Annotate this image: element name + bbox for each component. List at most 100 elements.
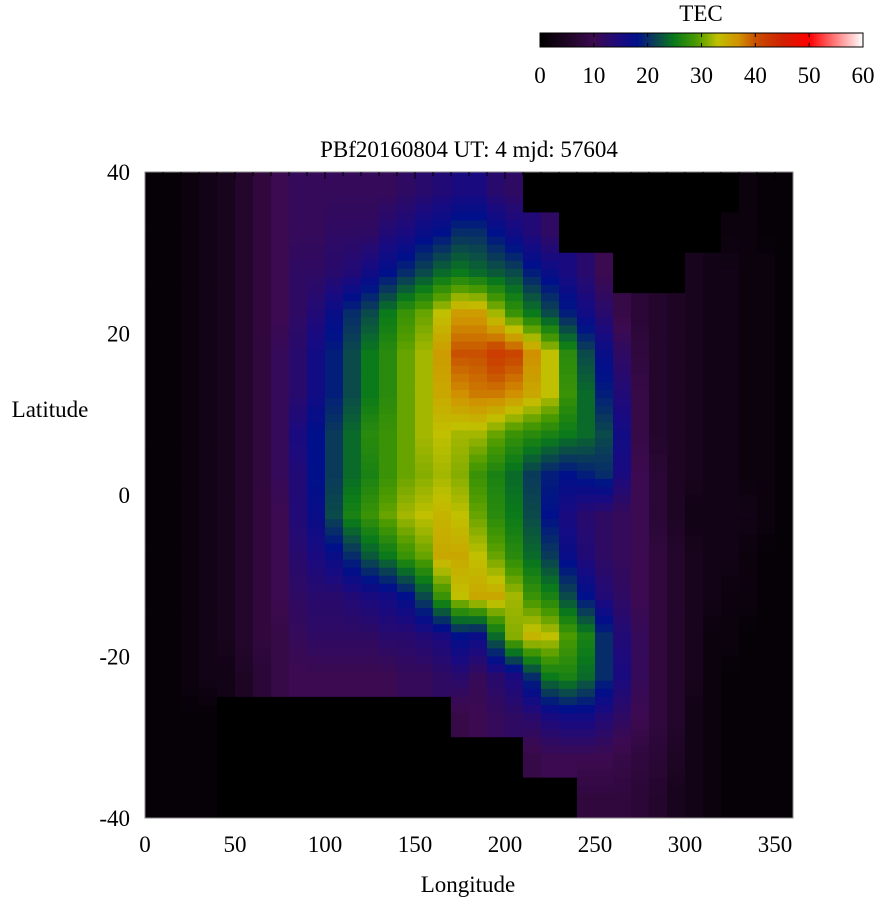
heatmap-cell [775, 761, 794, 770]
heatmap-cell [397, 228, 416, 238]
heatmap-cell [451, 753, 470, 762]
heatmap-cell [217, 333, 236, 342]
heatmap-cell [523, 285, 542, 294]
heatmap-cell [307, 737, 326, 746]
heatmap-cell [325, 503, 344, 512]
heatmap-cell [361, 559, 380, 569]
heatmap-cell [307, 390, 326, 399]
heatmap-cell [469, 430, 488, 439]
heatmap-cell [577, 414, 596, 423]
heatmap-cell [523, 608, 542, 617]
heatmap-cell [613, 543, 632, 552]
heatmap-cell [343, 325, 362, 334]
heatmap-cell [343, 761, 362, 770]
heatmap-cell [163, 325, 182, 334]
heatmap-cell [487, 446, 506, 456]
heatmap-cell [505, 470, 524, 480]
heatmap-cell [523, 446, 542, 456]
heatmap-cell [469, 672, 488, 682]
heatmap-cell [577, 478, 596, 488]
heatmap-cell [559, 648, 578, 657]
heatmap-cell [703, 535, 722, 544]
heatmap-cell [505, 244, 524, 254]
heatmap-cell [505, 325, 524, 334]
heatmap-cell [253, 793, 272, 803]
heatmap-cell [775, 527, 794, 536]
heatmap-cell [631, 640, 650, 649]
heatmap-cell [163, 624, 182, 633]
heatmap-cell [145, 624, 164, 633]
heatmap-cell [613, 640, 632, 649]
heatmap-cell [235, 721, 254, 730]
heatmap-cell [145, 511, 164, 520]
heatmap-cell [379, 462, 398, 472]
heatmap-cell [469, 583, 488, 593]
heatmap-cell [199, 470, 218, 480]
heatmap-cell [235, 777, 254, 787]
heatmap-cell [559, 721, 578, 730]
heatmap-cell [181, 390, 200, 399]
heatmap-cell [361, 648, 380, 657]
heatmap-cell [577, 704, 596, 714]
heatmap-cell [415, 204, 434, 213]
heatmap-cell [721, 285, 740, 294]
heatmap-cell [379, 680, 398, 690]
heatmap-cell [199, 543, 218, 552]
heatmap-cell [415, 777, 434, 787]
heatmap-cell [217, 373, 236, 383]
heatmap-cell [559, 341, 578, 351]
heatmap-cell [163, 285, 182, 294]
heatmap-cell [397, 688, 416, 698]
heatmap-cell [559, 478, 578, 488]
heatmap-cell [577, 809, 596, 819]
heatmap-cell [685, 172, 704, 181]
heatmap-cell [451, 583, 470, 593]
heatmap-cell [577, 454, 596, 464]
heatmap-cell [649, 599, 668, 609]
heatmap-cell [703, 672, 722, 682]
heatmap-cell [271, 454, 290, 464]
heatmap-cell [289, 495, 308, 504]
heatmap-cell [523, 317, 542, 326]
heatmap-cell [667, 624, 686, 633]
heatmap-cell [145, 648, 164, 657]
heatmap-cell [685, 414, 704, 423]
heatmap-cell [397, 220, 416, 229]
heatmap-cell [595, 285, 614, 294]
heatmap-cell [559, 519, 578, 528]
heatmap-cell [271, 349, 290, 359]
heatmap-cell [361, 761, 380, 770]
heatmap-cell [595, 398, 614, 407]
heatmap-cell [577, 204, 596, 213]
heatmap-cell [379, 567, 398, 577]
heatmap-cell [667, 268, 686, 278]
heatmap-cell [217, 559, 236, 569]
heatmap-cell [703, 285, 722, 294]
heatmap-cell [145, 252, 164, 262]
heatmap-cell [289, 357, 308, 367]
heatmap-cell [613, 373, 632, 383]
heatmap-cell [181, 608, 200, 617]
heatmap-cell [577, 648, 596, 657]
heatmap-cell [325, 204, 344, 213]
heatmap-cell [307, 559, 326, 569]
heatmap-cell [217, 632, 236, 641]
heatmap-cell [343, 688, 362, 698]
heatmap-cell [289, 664, 308, 674]
heatmap-cell [523, 809, 542, 819]
heatmap-cell [325, 696, 344, 706]
heatmap-cell [631, 325, 650, 334]
heatmap-cell [433, 721, 452, 730]
heatmap-cell [577, 196, 596, 205]
heatmap-cell [451, 422, 470, 431]
heatmap-cell [649, 511, 668, 520]
heatmap-cell [433, 543, 452, 552]
heatmap-cell [415, 527, 434, 536]
heatmap-cell [217, 713, 236, 722]
heatmap-cell [415, 583, 434, 593]
heatmap-cell [613, 761, 632, 770]
heatmap-cell [343, 398, 362, 407]
heatmap-cell [631, 664, 650, 674]
heatmap-cell [379, 333, 398, 342]
heatmap-cell [523, 785, 542, 795]
